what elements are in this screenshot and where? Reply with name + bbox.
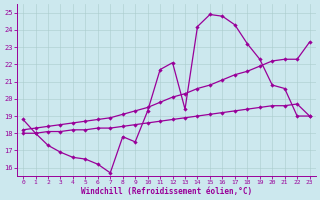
X-axis label: Windchill (Refroidissement éolien,°C): Windchill (Refroidissement éolien,°C) <box>81 187 252 196</box>
